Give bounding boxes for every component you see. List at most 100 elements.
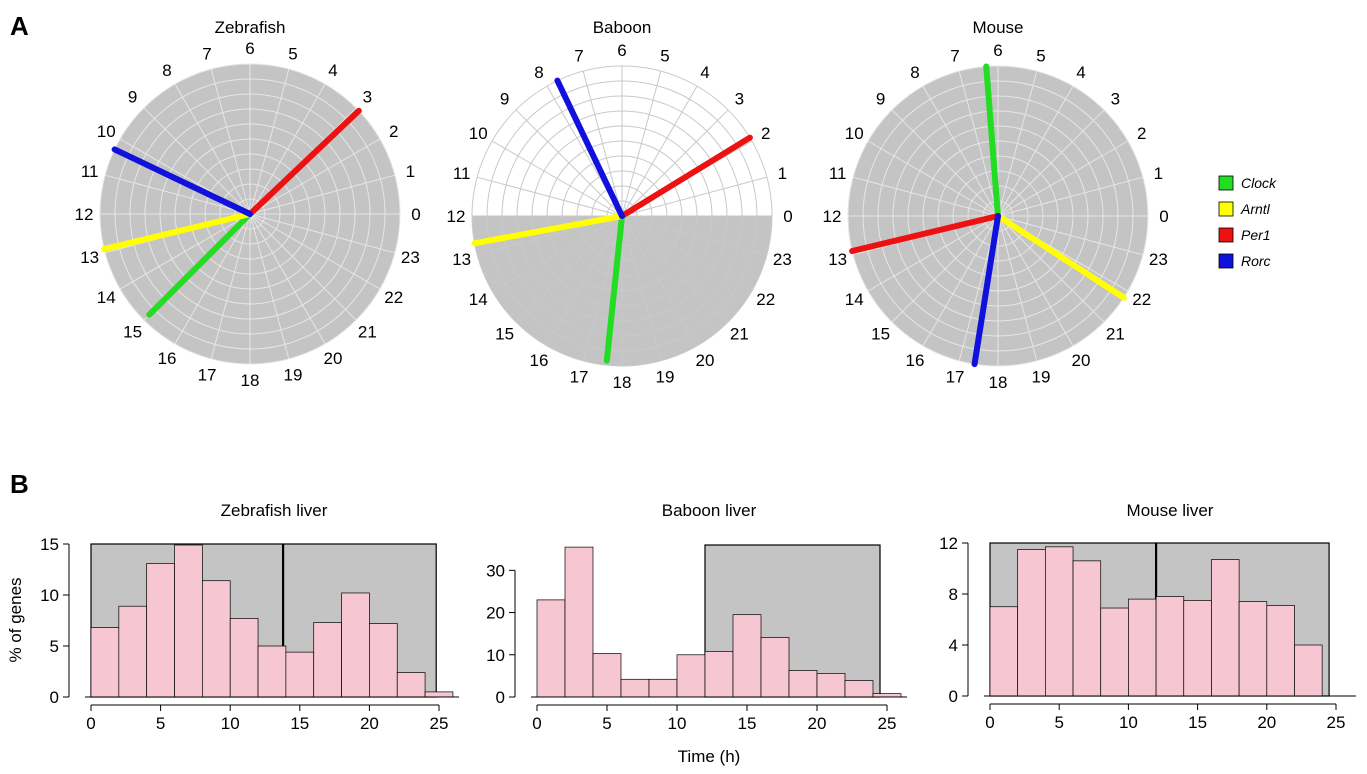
y-tick-label: 30 [486,561,505,580]
histogram-bar [285,651,315,698]
phase-line-arntl [101,211,253,253]
phase-line-clock [603,213,625,364]
x-tick-label: 20 [1257,713,1276,732]
histogram-bar [369,623,398,698]
hour-label: 0 [1159,207,1168,226]
hour-label: 12 [75,205,94,224]
hour-label: 13 [80,248,99,267]
histogram-bar [1128,598,1157,697]
hour-label: 15 [495,324,514,343]
grid-spoke [997,215,1105,323]
histogram-bar [676,654,706,698]
histogram-bar [1017,549,1046,697]
grid-spoke [621,215,698,347]
hour-label: 16 [906,351,925,370]
hour-label: 14 [469,290,488,309]
y-tick-label: 10 [40,586,59,605]
hour-label: 1 [406,162,415,181]
histogram-bar [118,605,148,698]
legend-swatch [1218,227,1234,243]
x-tick-label: 15 [1188,713,1207,732]
histogram-mouse-liver: Mouse liver 0 5 10 15 20 25 0 4 8 12 [939,501,1356,732]
hour-label: 13 [452,250,471,269]
hour-label: 5 [288,45,297,64]
hour-label: 8 [534,63,543,82]
histogram-bar [816,673,846,698]
hour-label: 7 [574,47,583,66]
histogram-bar [1266,605,1295,697]
histogram-bar [341,592,370,698]
legend-swatch [1218,253,1234,269]
hour-label: 19 [656,367,675,386]
grid-spoke [249,213,326,345]
y-tick-label: 12 [939,534,958,553]
grid-spoke [621,70,662,217]
grid-spoke [249,83,326,215]
grid-spoke [104,174,251,215]
hour-label: 10 [97,122,116,141]
grid-spoke [867,215,999,292]
hour-label: 16 [530,351,549,370]
grid-spoke [621,215,768,256]
hour-label: 4 [328,61,337,80]
hour-label: 21 [358,322,377,341]
hour-label: 8 [162,61,171,80]
histogram-bar [1211,559,1240,697]
histogram-bar [760,637,790,698]
x-tick-label: 25 [878,714,897,733]
phase-line-clock [146,211,253,318]
histogram-bar [732,614,762,698]
hour-label: 3 [363,88,372,107]
grid-spoke [249,138,381,215]
grid-spoke [852,176,999,217]
grid-spoke [922,85,999,217]
hour-label: 17 [570,367,589,386]
x-tick-label: 0 [985,713,994,732]
hour-label: 19 [1032,367,1051,386]
hour-label: 15 [123,322,142,341]
grid-spoke [476,176,623,217]
grid-spoke [922,215,999,347]
panel-label-a: A [10,11,29,41]
x-axis-label: Time (h) [678,747,741,766]
x-tick-label: 10 [1119,713,1138,732]
polar-title: Baboon [593,18,652,37]
panel-label-b: B [10,469,29,499]
hour-label: 4 [1076,63,1085,82]
hour-label: 23 [401,248,420,267]
hour-label: 6 [993,41,1002,60]
histogram-bar [788,670,818,698]
hour-label: 21 [1106,324,1125,343]
hour-label: 3 [1111,90,1120,109]
y-tick-label: 5 [50,637,59,656]
grid-spoke [621,215,753,292]
grid-spoke [997,70,1038,217]
hour-label: 23 [1149,250,1168,269]
hour-label: 5 [1036,47,1045,66]
hour-label: 1 [778,164,787,183]
y-tick-label: 8 [949,585,958,604]
histogram-bar [844,680,874,698]
hour-label: 9 [500,90,509,109]
grid-spoke [997,215,1074,347]
hour-label: 9 [128,88,137,107]
grid-spoke [621,215,662,362]
histogram-bar [1072,560,1102,697]
histogram-bar [1294,644,1323,697]
grid-spoke [249,213,357,321]
hour-label: 19 [284,365,303,384]
hour-label: 11 [453,164,471,183]
grid-spoke [249,213,396,254]
histogram-bar [90,627,120,698]
grid-spoke [210,68,251,215]
histogram-bar [146,563,175,698]
histogram-bar [257,645,287,698]
hour-label: 18 [241,371,260,390]
histogram-bar [1100,607,1129,697]
hour-label: 20 [324,349,343,368]
polar-title: Zebrafish [215,18,286,37]
phase-line-per1 [247,107,362,217]
grid-spoke [867,140,999,217]
